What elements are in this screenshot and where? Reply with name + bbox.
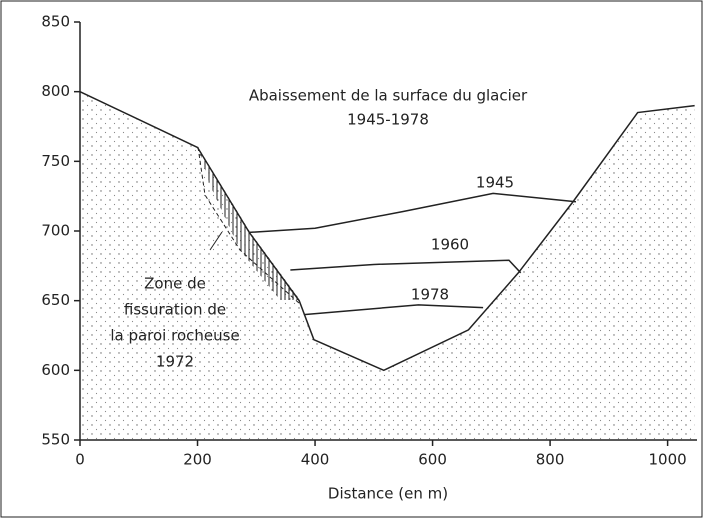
chart-subtitle: 1945-1978 [347, 111, 429, 129]
annotation: Zone de [144, 275, 206, 293]
y-tick-label: 750 [41, 152, 70, 170]
y-tick-label: 700 [41, 222, 70, 240]
rock-fill [80, 91, 695, 441]
x-tick-label: 600 [418, 451, 447, 469]
series-label: 1945 [476, 174, 514, 192]
original-wall [197, 146, 301, 305]
pointer [209, 231, 223, 251]
x-tick-label: 0 [75, 451, 85, 469]
series-line [79, 90, 695, 372]
annotation: 1972 [156, 353, 194, 371]
y-tick-label: 650 [41, 291, 70, 309]
x-tick-label: 800 [536, 451, 565, 469]
annotation: fissuration de [124, 301, 226, 319]
annotation: la paroi rocheuse [110, 327, 239, 345]
y-tick-label: 850 [41, 13, 70, 31]
series-line [303, 304, 484, 316]
series-line [290, 259, 522, 274]
y-tick-label: 550 [41, 431, 70, 449]
x-tick-label: 1000 [649, 451, 687, 469]
y-tick-label: 600 [41, 361, 70, 379]
chart-title: Abaissement de la surface du glacier [249, 87, 528, 105]
series-label: 1978 [411, 286, 449, 304]
series-line [249, 192, 577, 234]
x-tick-label: 200 [183, 451, 212, 469]
series-label: 1960 [431, 236, 469, 254]
y-tick-label: 800 [41, 82, 70, 100]
x-axis-label: Distance (en m) [328, 485, 448, 503]
x-tick-label: 400 [301, 451, 330, 469]
